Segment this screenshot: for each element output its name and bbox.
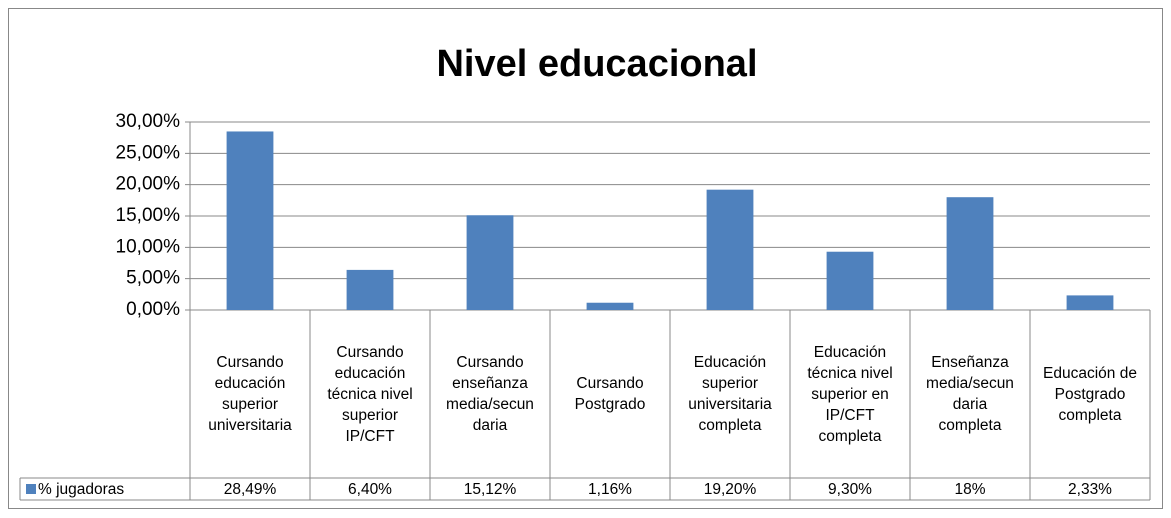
- y-tick-label: 30,00%: [116, 111, 181, 132]
- value-label: 9,30%: [828, 480, 872, 498]
- y-tick-label: 20,00%: [116, 174, 181, 195]
- value-label: 6,40%: [348, 480, 392, 498]
- bar: [1066, 295, 1114, 310]
- bar: [826, 251, 874, 310]
- value-label: 15,12%: [463, 480, 517, 498]
- category-label: Enseñanza media/secundaria completa: [926, 354, 1014, 434]
- bar: [346, 269, 394, 310]
- category-label: Educación de Postgrado completa: [1043, 364, 1137, 424]
- bar: [586, 302, 634, 310]
- category-label: Educación técnica nivel superior en IP/C…: [807, 343, 893, 445]
- y-tick-label: 5,00%: [126, 268, 180, 289]
- value-label: 19,20%: [703, 480, 757, 498]
- category-label: Educación superior universitaria complet…: [688, 354, 772, 434]
- category-label: Cursando educación superior universitari…: [208, 354, 292, 434]
- category-label: Cursando Postgrado: [574, 375, 646, 413]
- bar: [946, 197, 994, 310]
- value-label: 1,16%: [588, 480, 632, 498]
- value-label: 2,33%: [1068, 480, 1112, 498]
- bar: [706, 189, 754, 310]
- value-label: 28,49%: [223, 480, 277, 498]
- y-tick-label: 15,00%: [116, 205, 181, 226]
- y-tick-label: 10,00%: [116, 236, 181, 257]
- value-label: 18%: [954, 480, 986, 498]
- chart-title: Nivel educacional: [436, 43, 757, 85]
- category-label: Cursando educación técnica nivel superio…: [327, 343, 413, 445]
- category-label: Cursando enseñanza media/secundaria: [446, 354, 534, 434]
- y-tick-label: 0,00%: [126, 299, 180, 320]
- legend-label: % jugadoras: [38, 480, 125, 498]
- bar: [226, 131, 274, 310]
- bar: [466, 215, 514, 310]
- y-tick-label: 25,00%: [116, 142, 181, 163]
- legend-key: [26, 484, 36, 494]
